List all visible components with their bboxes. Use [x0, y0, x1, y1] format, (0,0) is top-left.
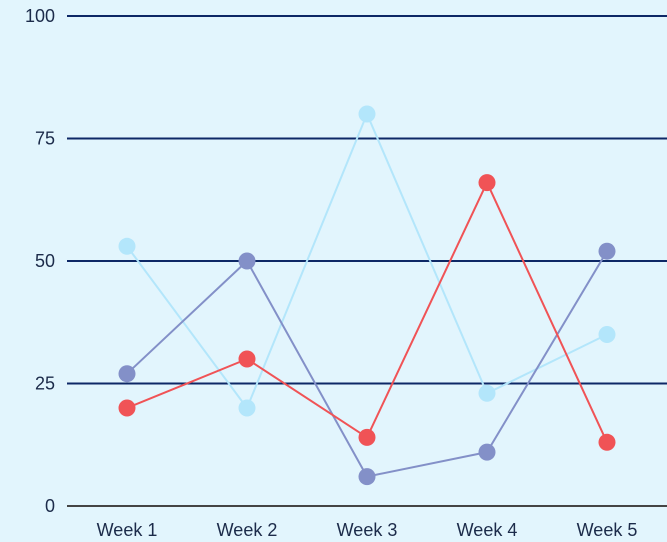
series-3 — [118, 174, 616, 451]
series-2-point-2 — [238, 252, 256, 270]
series-3-point-2 — [238, 350, 256, 368]
x-axis-ticks: Week 1 Week 2 Week 3 Week 4 Week 5 — [97, 520, 638, 540]
series-2-point-3 — [358, 468, 376, 486]
series-1-point-1 — [118, 237, 136, 255]
series-2-point-5 — [598, 242, 616, 260]
gridlines — [67, 15, 667, 507]
y-tick-label-25: 25 — [35, 374, 55, 394]
y-tick-label-0: 0 — [45, 496, 55, 516]
series-3-point-3 — [358, 428, 376, 446]
y-tick-label-75: 75 — [35, 129, 55, 149]
series-1 — [118, 105, 616, 417]
series-1-point-5 — [598, 326, 616, 343]
series-3-point-1 — [118, 399, 136, 417]
x-tick-label-2: Week 2 — [217, 520, 278, 540]
series-2-point-4 — [478, 443, 496, 461]
series-1-point-4 — [478, 384, 496, 402]
series-1-point-2 — [238, 399, 256, 417]
x-tick-label-5: Week 5 — [577, 520, 638, 540]
y-tick-label-50: 50 — [35, 251, 55, 271]
series-lines — [118, 105, 616, 486]
series-3-point-5 — [598, 433, 616, 451]
x-tick-label-1: Week 1 — [97, 520, 158, 540]
x-tick-label-4: Week 4 — [457, 520, 518, 540]
series-3-point-4 — [478, 174, 496, 192]
series-2 — [118, 242, 616, 486]
series-3-line — [126, 181, 608, 443]
y-axis-ticks: 0 25 50 75 100 — [25, 6, 55, 516]
x-tick-label-3: Week 3 — [337, 520, 398, 540]
y-tick-label-100: 100 — [25, 6, 55, 26]
series-1-point-3 — [358, 105, 376, 123]
series-2-point-1 — [118, 365, 136, 383]
